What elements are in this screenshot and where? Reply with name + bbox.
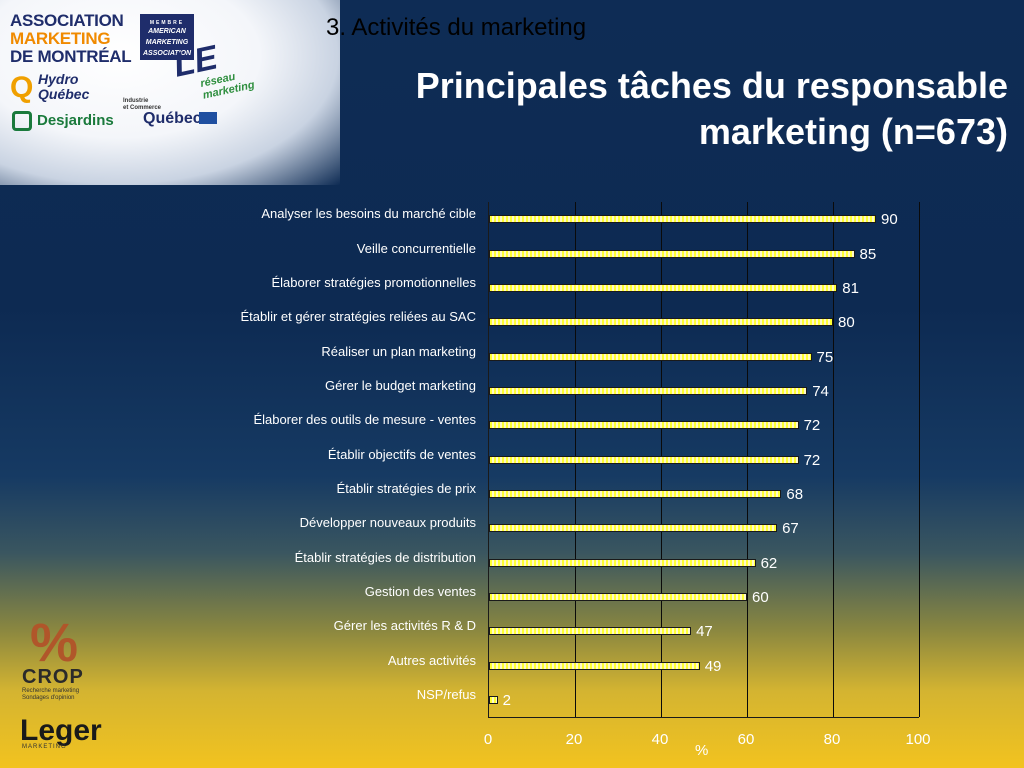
category-label: Établir stratégies de distribution: [294, 549, 476, 565]
category-label: Gérer les activités R & D: [333, 618, 476, 634]
x-axis-label: %: [695, 742, 709, 759]
category-label: Établir objectifs de ventes: [327, 446, 476, 462]
crop-line2: Sondages d'opinion: [22, 695, 75, 701]
bar: [489, 352, 812, 361]
bar: [489, 455, 799, 464]
x-tick-label: 0: [483, 731, 493, 748]
amm-logo-line3: DE MONTRÉAL: [10, 47, 132, 66]
category-label: NSP/refus: [416, 686, 476, 702]
bar: [489, 627, 692, 636]
x-tick-label: 60: [737, 731, 755, 748]
category-label: Gestion des ventes: [364, 583, 476, 599]
bar: [489, 489, 782, 498]
leger-logo: Leger: [20, 714, 102, 747]
amm-logo: ASSOCIATION MARKETING DE MONTRÉAL: [10, 12, 136, 66]
desjardins-name: Desjardins: [37, 112, 114, 129]
bar: [489, 249, 855, 258]
category-label: Analyser les besoins du marché cible: [261, 206, 476, 222]
category-label: Développer nouveaux produits: [299, 515, 476, 531]
bar: [489, 215, 876, 224]
data-label: 85: [859, 245, 877, 263]
amm-logo-line1: ASSOCIATION: [10, 11, 124, 30]
amm-logo-line2: MARKETING: [10, 29, 111, 48]
bar: [489, 524, 778, 533]
bar: [489, 318, 833, 327]
hydro-line1: Hydro: [38, 71, 79, 87]
le-reseau-logo: LE réseau marketing: [170, 32, 267, 108]
data-label: 80: [838, 314, 855, 332]
ama-line2: MARKETING: [145, 39, 189, 46]
data-label: 60: [752, 588, 769, 606]
bar: [489, 386, 808, 395]
data-label: 90: [881, 211, 898, 229]
bar: [489, 558, 756, 567]
crop-line1: Recherche marketing: [22, 688, 80, 694]
x-tick-label: 20: [565, 731, 583, 748]
hydro-line2: Québec: [38, 86, 90, 102]
bar: [489, 283, 838, 292]
gridline: [919, 202, 920, 717]
category-label: Gérer le budget marketing: [324, 377, 476, 393]
category-label: Réaliser un plan marketing: [321, 343, 476, 359]
data-label: 67: [782, 520, 799, 538]
data-label: 72: [803, 417, 821, 435]
desjardins-logo: Desjardins: [12, 110, 122, 134]
data-label: 74: [812, 382, 829, 400]
x-tick-label: 80: [823, 731, 841, 748]
category-label: Établir stratégies de prix: [336, 480, 476, 496]
logo-panel: ASSOCIATION MARKETING DE MONTRÉAL MEMBRE…: [0, 0, 340, 185]
category-label: Élaborer des outils de mesure - ventes: [253, 412, 476, 428]
x-tick-label: 100: [905, 731, 931, 748]
data-label: 75: [816, 348, 834, 366]
page-title-line1: Principales tâches du responsable: [415, 65, 1008, 106]
ama-logo: MEMBRE AMERICAN MARKETING ASSOCIATION: [140, 14, 194, 60]
ama-line1: AMERICAN: [148, 28, 186, 35]
desjardins-mark-icon: [12, 111, 32, 131]
bar: [489, 695, 498, 704]
category-label: Établir et gérer stratégies reliées au S…: [240, 309, 476, 325]
data-label: 2: [502, 691, 511, 709]
category-label: Veille concurrentielle: [356, 240, 476, 256]
page-title: Principales tâches du responsable market…: [348, 63, 1008, 155]
bar: [489, 592, 747, 601]
category-label: Autres activités: [387, 652, 476, 668]
industrie-quebec: Québec: [143, 110, 202, 127]
industrie-line1: Industrie: [123, 98, 149, 104]
ama-line3: ASSOCIATION: [143, 50, 192, 57]
data-label: 81: [842, 279, 859, 297]
data-label: 72: [803, 451, 821, 469]
leger-logo-sub: MARKETING: [22, 744, 67, 750]
plot-area: [488, 202, 920, 718]
crop-logo: % CROP Recherche marketing Sondages d'op…: [22, 613, 92, 701]
x-tick-label: 40: [651, 731, 669, 748]
bar: [489, 661, 700, 670]
industrie-commerce-logo: Industrie et Commerce Québec: [123, 98, 223, 132]
ama-member: MEMBRE: [149, 20, 185, 26]
crop-word: CROP: [22, 666, 84, 688]
category-label: Élaborer stratégies promotionnelles: [271, 274, 477, 290]
data-label: 68: [786, 485, 804, 503]
quebec-flag-icon: [199, 112, 217, 124]
section-label: 3. Activités du marketing: [326, 14, 587, 41]
page-title-line2: marketing (n=673): [698, 111, 1008, 152]
data-label: 62: [760, 554, 778, 572]
bar: [489, 421, 799, 430]
hydro-q-icon: Q: [10, 71, 34, 104]
data-label: 47: [696, 623, 713, 641]
industrie-line2: et Commerce: [123, 105, 162, 111]
gridline: [833, 202, 834, 717]
crop-percent-icon: %: [30, 613, 79, 673]
hydro-quebec-logo: Q Hydro Québec: [10, 70, 120, 104]
data-label: 49: [704, 657, 722, 675]
